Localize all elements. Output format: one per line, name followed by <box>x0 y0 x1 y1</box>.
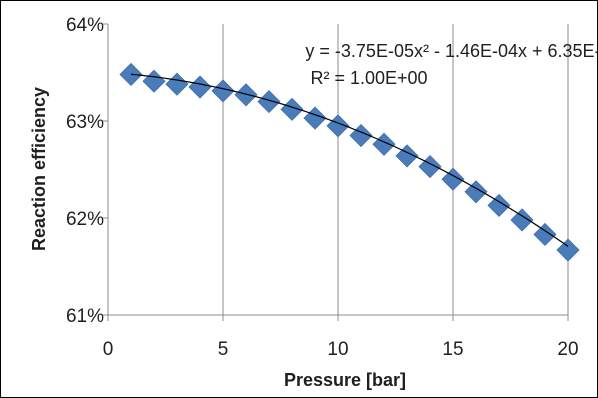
axes <box>102 23 569 321</box>
data-point-20 <box>556 238 580 262</box>
x-axis-title: Pressure [bar] <box>284 370 406 390</box>
data-point-19 <box>533 222 557 247</box>
polynomial-trendline <box>130 73 569 247</box>
data-point-8 <box>280 97 304 121</box>
data-point-6 <box>234 83 258 107</box>
data-point-15 <box>441 167 465 191</box>
data-point-9 <box>303 106 327 130</box>
data-point-18 <box>510 208 534 232</box>
data-point-4 <box>188 75 212 99</box>
x-tick-label-15: 15 <box>442 339 463 360</box>
data-markers <box>119 62 580 262</box>
y-tick-label-62%: 62% <box>66 209 104 230</box>
r-squared-label: R² = 1.00E+00 <box>310 68 427 88</box>
y-tick-label-61%: 61% <box>66 306 104 327</box>
x-tick-label-5: 5 <box>218 339 229 360</box>
y-axis-title: Reaction efficiency <box>29 87 49 251</box>
x-tick-label-0: 0 <box>103 339 114 360</box>
y-tick-label-63%: 63% <box>66 112 104 133</box>
x-tick-label-20: 20 <box>557 339 578 360</box>
data-point-14 <box>418 155 442 179</box>
y-tick-label-64%: 64% <box>66 15 104 36</box>
tick-labels: 61% 62% 63% 64% 0 5 10 15 20 <box>66 15 579 360</box>
trendline-layer <box>130 73 569 247</box>
data-point-7 <box>257 90 281 114</box>
x-tick-label-10: 10 <box>327 339 348 360</box>
data-point-17 <box>487 193 511 217</box>
data-point-2 <box>142 69 166 93</box>
data-point-3 <box>165 72 189 96</box>
data-point-12 <box>372 132 396 156</box>
data-point-16 <box>464 180 488 204</box>
trendline-equation: y = -3.75E-05x² - 1.46E-04x + 6.35E-01 <box>305 41 597 61</box>
